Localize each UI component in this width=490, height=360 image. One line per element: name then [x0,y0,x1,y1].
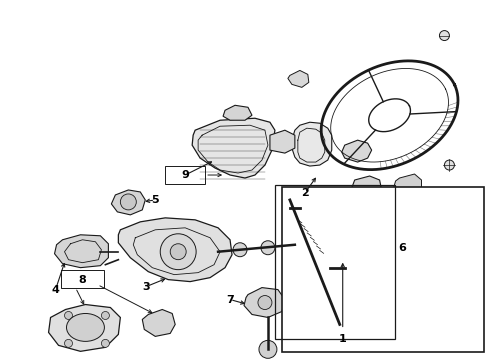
Circle shape [259,340,277,358]
Polygon shape [292,122,332,166]
Circle shape [440,31,449,41]
Polygon shape [119,218,232,282]
Circle shape [160,234,196,270]
Text: 8: 8 [78,275,86,285]
Bar [165,166,205,184]
Polygon shape [54,235,108,268]
Circle shape [121,194,136,210]
Circle shape [311,251,329,269]
Text: 9: 9 [181,170,189,180]
Polygon shape [352,176,382,200]
Polygon shape [342,140,371,162]
Polygon shape [244,288,285,318]
Polygon shape [142,310,175,336]
Text: 3: 3 [143,282,150,292]
Bar [282,187,485,352]
Text: 7: 7 [226,294,234,305]
Circle shape [261,241,275,255]
Circle shape [65,339,73,347]
Polygon shape [192,118,275,178]
Polygon shape [223,105,252,120]
Polygon shape [111,190,145,215]
Ellipse shape [67,314,104,341]
Polygon shape [49,305,121,351]
Bar [61,270,104,288]
Bar [275,185,394,339]
Circle shape [65,311,73,319]
Polygon shape [393,174,421,197]
Circle shape [101,311,109,319]
Circle shape [258,296,272,310]
Circle shape [233,243,247,257]
Text: 2: 2 [301,188,309,198]
Text: 1: 1 [339,334,346,345]
Circle shape [287,200,303,216]
Text: 6: 6 [398,243,407,253]
Text: 4: 4 [51,284,59,294]
Polygon shape [270,130,295,153]
Polygon shape [288,71,309,87]
Text: 5: 5 [151,195,159,205]
Circle shape [101,339,109,347]
Circle shape [170,244,186,260]
Circle shape [444,160,454,170]
